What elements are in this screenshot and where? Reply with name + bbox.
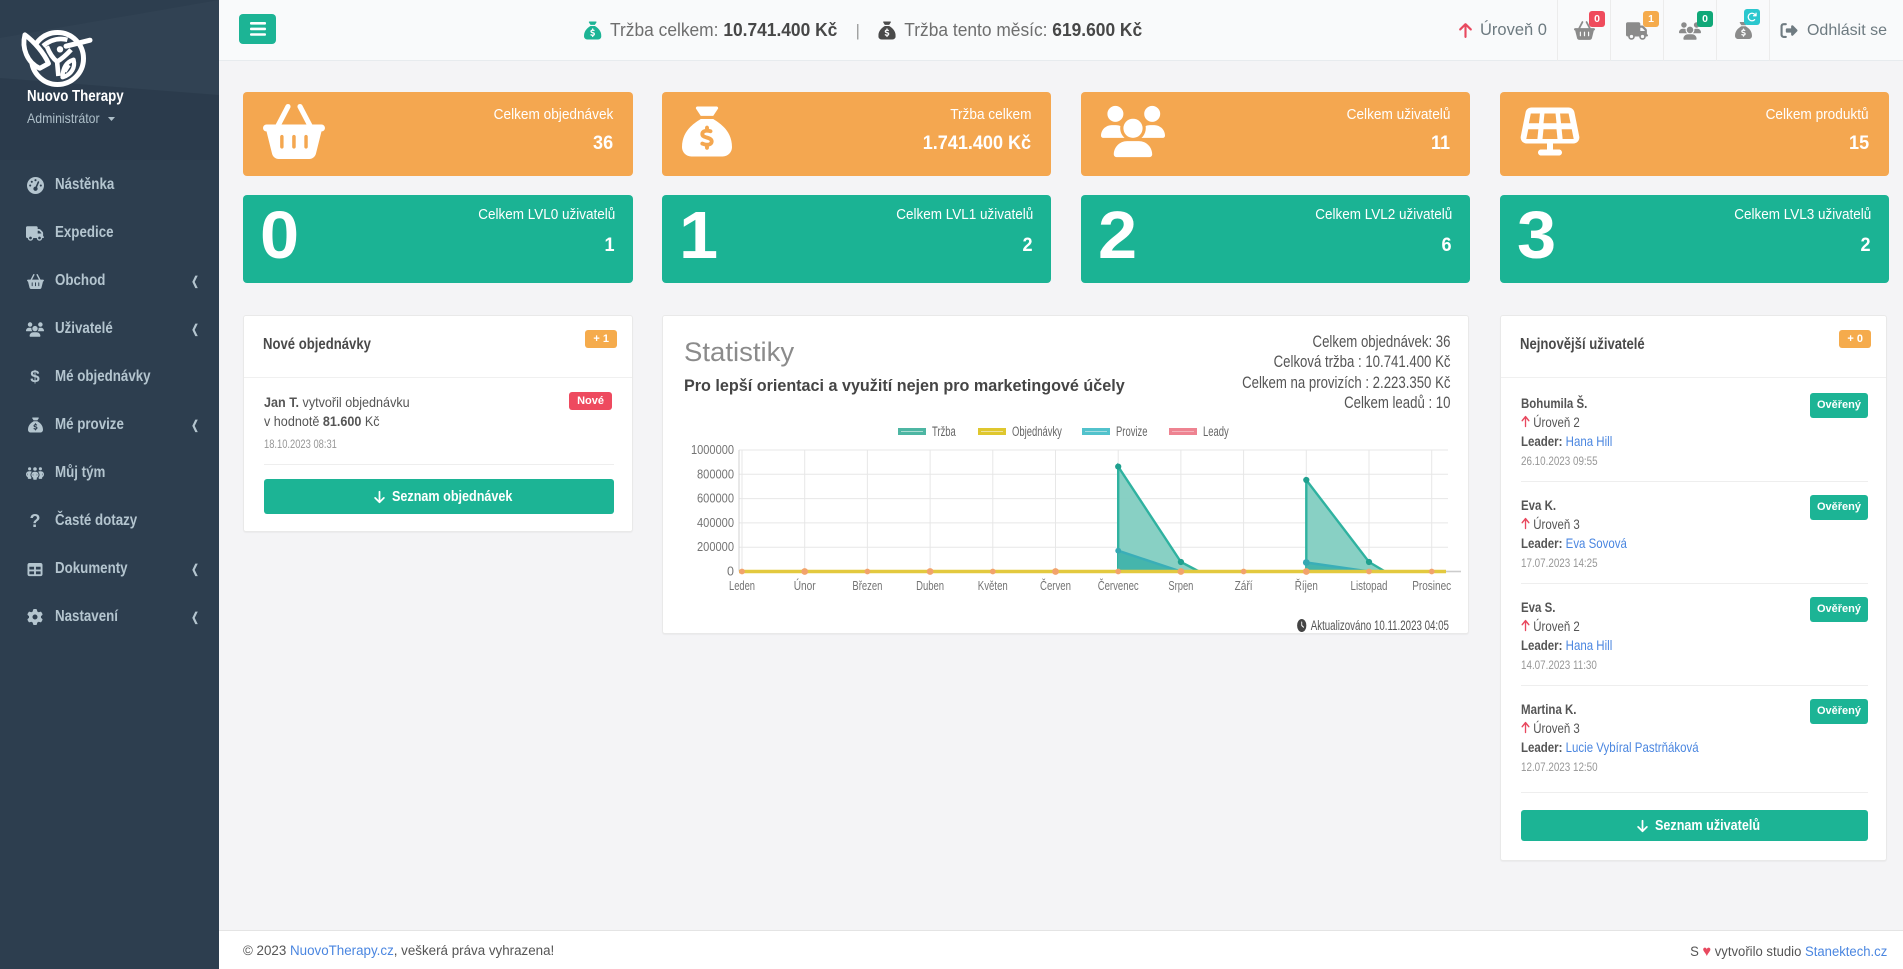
- svg-text:Únor: Únor: [794, 578, 816, 593]
- svg-text:400000: 400000: [697, 516, 734, 530]
- svg-text:1000000: 1000000: [691, 443, 734, 457]
- svg-text:Červenec: Červenec: [1098, 578, 1139, 593]
- svg-text:Květen: Květen: [978, 579, 1008, 593]
- svg-text:200000: 200000: [697, 540, 734, 554]
- svg-text:Září: Září: [1235, 579, 1253, 593]
- svg-text:Březen: Březen: [852, 579, 882, 593]
- svg-text:Leden: Leden: [729, 579, 755, 593]
- svg-text:Červen: Červen: [1040, 578, 1071, 593]
- svg-text:800000: 800000: [697, 467, 734, 481]
- svg-text:Říjen: Říjen: [1295, 578, 1318, 593]
- svg-text:Prosinec: Prosinec: [1412, 579, 1451, 593]
- svg-text:Duben: Duben: [916, 579, 944, 593]
- svg-text:0: 0: [727, 565, 734, 579]
- svg-text:Listopad: Listopad: [1351, 579, 1388, 593]
- svg-text:Srpen: Srpen: [1168, 579, 1193, 593]
- svg-text:600000: 600000: [697, 492, 734, 506]
